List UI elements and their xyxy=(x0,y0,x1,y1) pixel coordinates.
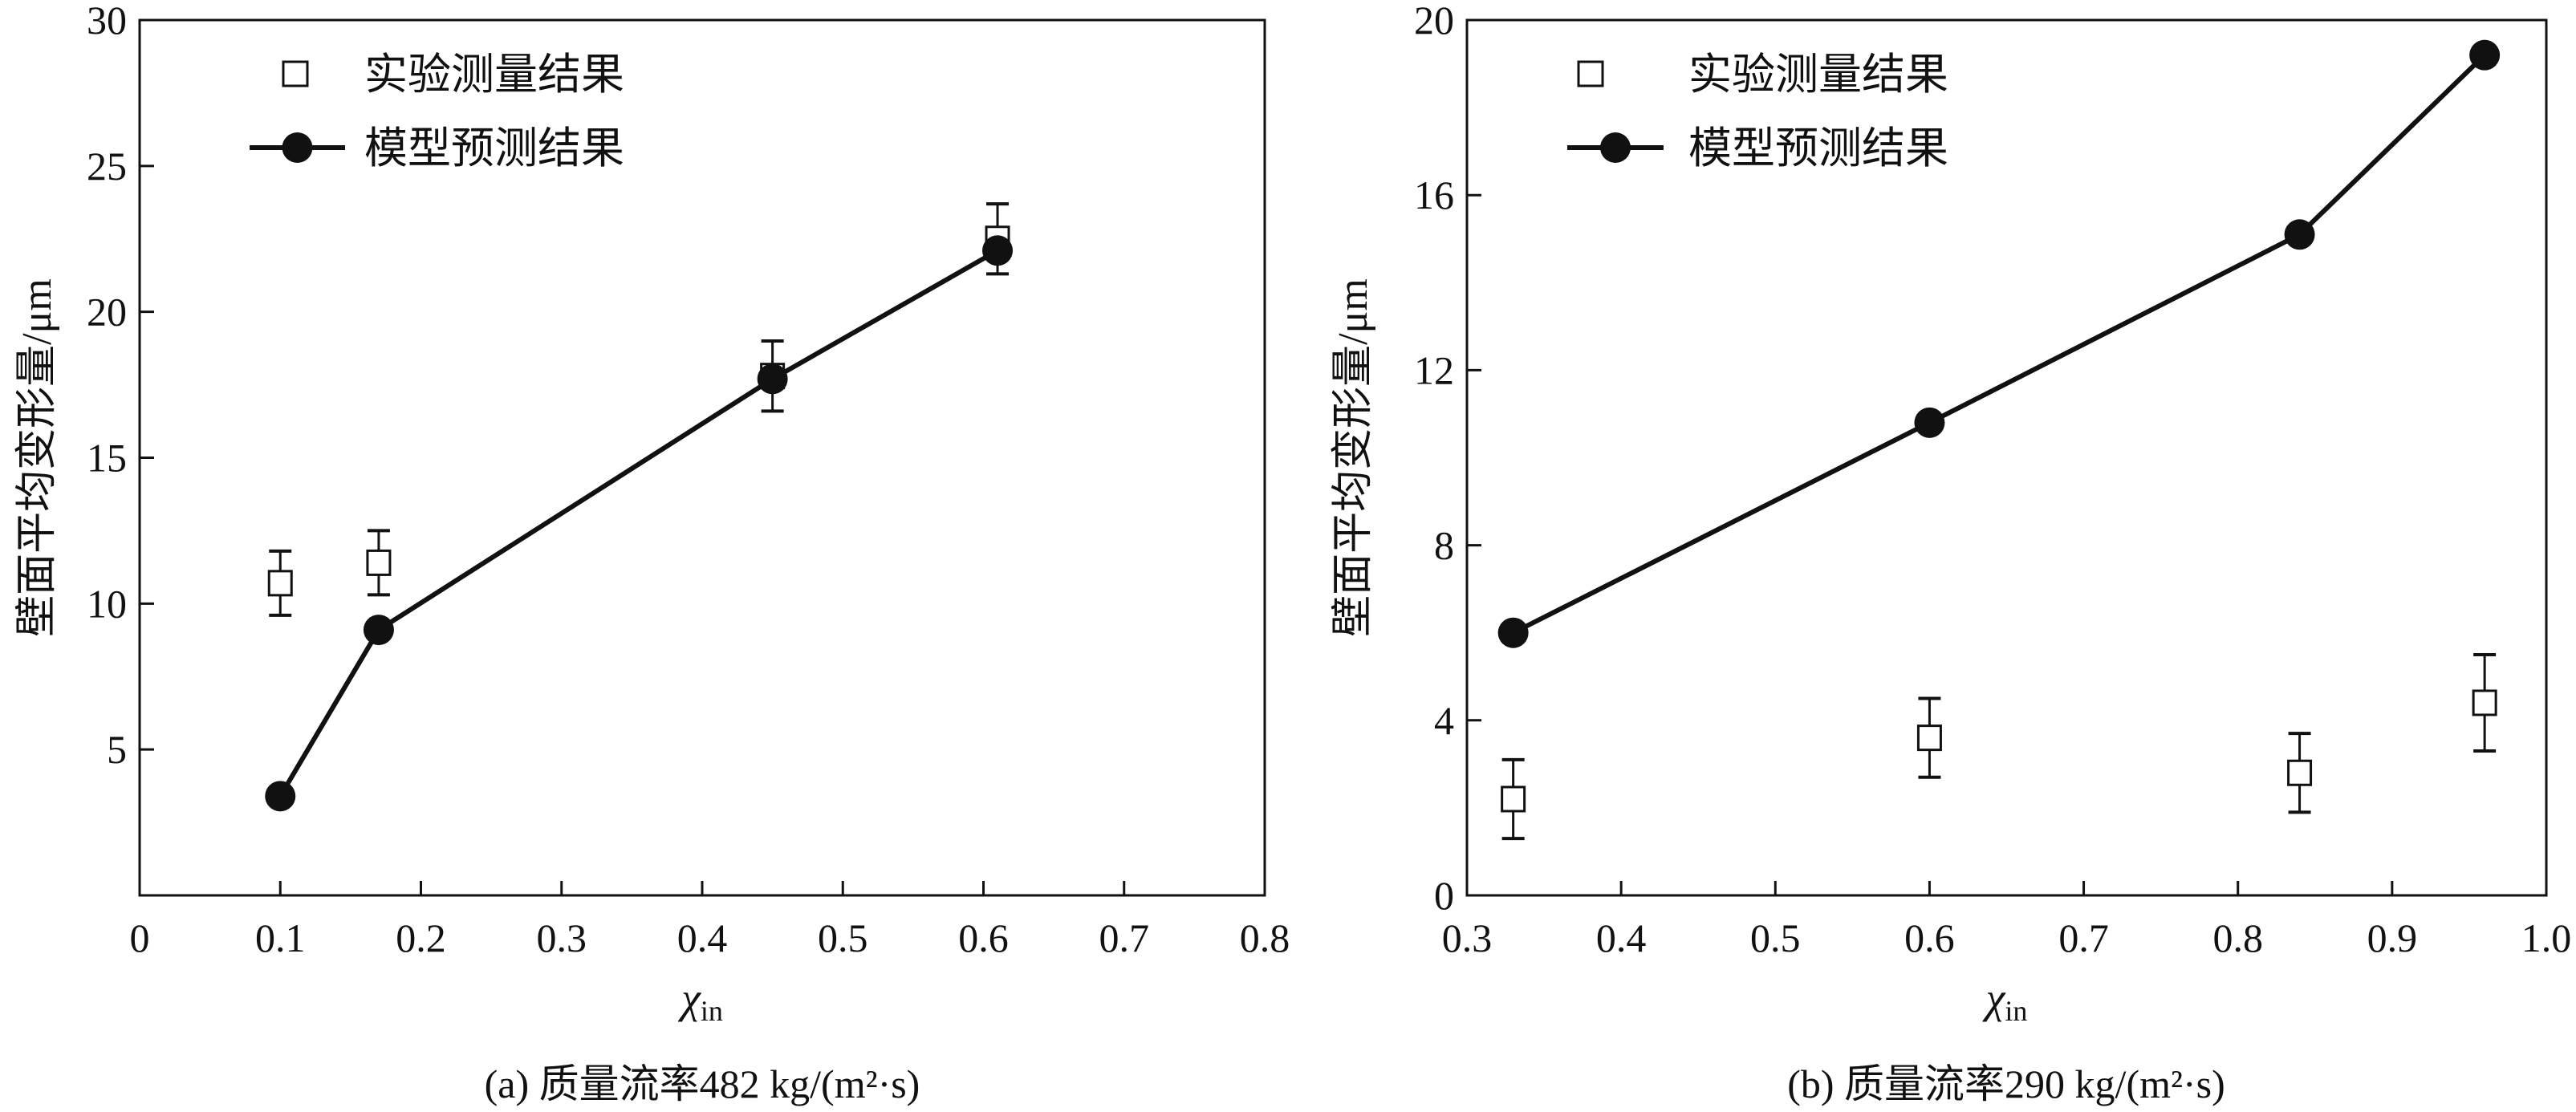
model-series-line xyxy=(278,248,999,797)
model-point xyxy=(757,363,788,395)
y-tick-label: 10 xyxy=(87,581,127,626)
y-tick-label: 5 xyxy=(107,727,127,772)
y-tick-label: 4 xyxy=(1434,698,1454,743)
experimental-point xyxy=(366,549,392,576)
legend-label-experimental: 实验测量结果 xyxy=(1688,51,1948,99)
x-tick-label: 0.5 xyxy=(1750,915,1801,960)
legend-marker-experimental xyxy=(282,60,309,87)
x-tick-label: 0.9 xyxy=(2367,915,2418,960)
model-point xyxy=(982,235,1014,266)
x-tick-label: 0 xyxy=(130,915,150,960)
x-tick-label: 0.3 xyxy=(537,915,587,960)
y-axis-label: 壁面平均变形量/μm xyxy=(1331,278,1376,637)
y-tick-label: 0 xyxy=(1434,873,1454,918)
y-axis-label: 壁面平均变形量/μm xyxy=(14,278,60,637)
model-point xyxy=(265,781,296,812)
model-point xyxy=(1914,407,1945,438)
x-axis-label-subscript: in xyxy=(701,995,723,1027)
x-axis-label: χin xyxy=(677,974,723,1027)
legend-marker-model xyxy=(1600,132,1631,163)
x-tick-label: 0.4 xyxy=(677,915,728,960)
x-axis-label-subscript: in xyxy=(2005,995,2027,1027)
x-tick-label: 0.2 xyxy=(396,915,446,960)
legend-label-model: 模型预测结果 xyxy=(1688,124,1948,172)
model-point xyxy=(363,615,394,646)
model-point xyxy=(1497,617,1529,648)
chart-b: 0.3 0.4 0.5 0.6 0.7 0.8 0.9 1.0 0 4 8 12 16 20 χin 壁面平均… xyxy=(1331,0,2571,1106)
x-tick-label: 0.7 xyxy=(1099,915,1150,960)
y-tick-label: 8 xyxy=(1434,523,1454,568)
y-tick-label: 12 xyxy=(1414,347,1454,392)
x-tick-label: 0.8 xyxy=(1240,915,1290,960)
experimental-point xyxy=(267,570,293,597)
model-series-line xyxy=(1512,53,2487,635)
plot-frame xyxy=(1465,18,2548,897)
y-tick-label: 20 xyxy=(1414,0,1454,43)
x-tick-label: 0.8 xyxy=(2212,915,2263,960)
model-point xyxy=(2284,219,2315,250)
experimental-point xyxy=(2472,689,2497,716)
chart-caption: (b) 质量流率290 kg/(m²·s) xyxy=(1787,1061,2225,1106)
x-tick-label: 0.3 xyxy=(1442,915,1493,960)
x-tick-label: 0.6 xyxy=(958,915,1009,960)
y-tick-label: 25 xyxy=(87,144,127,189)
y-tick-label: 20 xyxy=(87,290,127,335)
y-tick-label: 30 xyxy=(87,0,127,43)
experimental-point xyxy=(1916,724,1942,752)
legend-marker-experimental xyxy=(1577,60,1604,87)
model-point xyxy=(2469,39,2501,71)
y-tick-label: 16 xyxy=(1414,172,1454,217)
x-tick-label: 0.7 xyxy=(2058,915,2109,960)
experimental-point xyxy=(2287,759,2313,786)
x-tick-label: 0.4 xyxy=(1596,915,1647,960)
y-tick-label: 15 xyxy=(87,436,127,481)
legend-label-model: 模型预测结果 xyxy=(364,124,624,172)
chart-caption: (a) 质量流率482 kg/(m²·s) xyxy=(485,1061,920,1106)
x-axis-label: χin xyxy=(1982,974,2028,1027)
chart-a: 0 0.1 0.2 0.3 0.4 0.5 0.6 0.7 0.8 5 10 15 20 25 30 χin 壁… xyxy=(14,0,1290,1106)
experimental-point xyxy=(1501,785,1526,813)
legend-label-experimental: 实验测量结果 xyxy=(364,51,624,99)
x-tick-label: 0.5 xyxy=(818,915,868,960)
x-tick-label: 0.6 xyxy=(1904,915,1955,960)
x-tick-label: 0.1 xyxy=(255,915,306,960)
legend-marker-model xyxy=(282,132,313,163)
x-tick-label: 1.0 xyxy=(2521,915,2572,960)
